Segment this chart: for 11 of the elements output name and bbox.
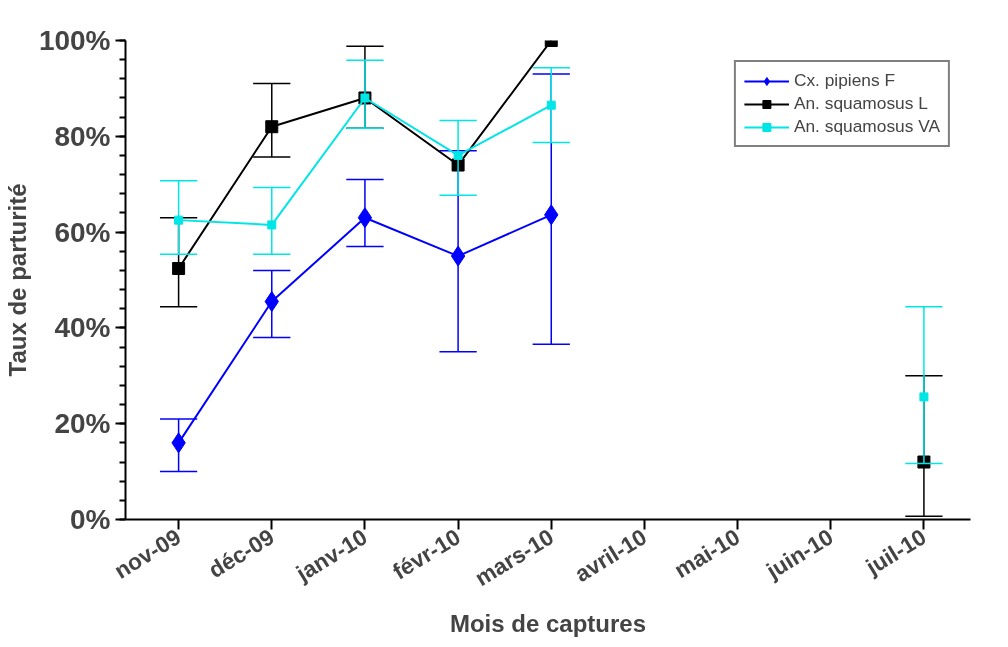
y-tick-label: 100% [38,25,111,56]
legend-label: An. squamosus L [793,93,928,114]
y-tick-label: 20% [54,408,111,440]
legend-label: Cx. pipiens F [793,70,896,91]
y-tick-label: 40% [54,312,111,344]
y-axis-title: Taux de parturité [3,183,31,377]
x-axis-title: Mois de captures [449,610,647,638]
y-tick-label: 80% [54,120,111,152]
y-tick-label: 60% [54,216,111,248]
y-tick-label: 0% [70,504,111,535]
legend-label: An. squamosus VA [793,116,940,137]
